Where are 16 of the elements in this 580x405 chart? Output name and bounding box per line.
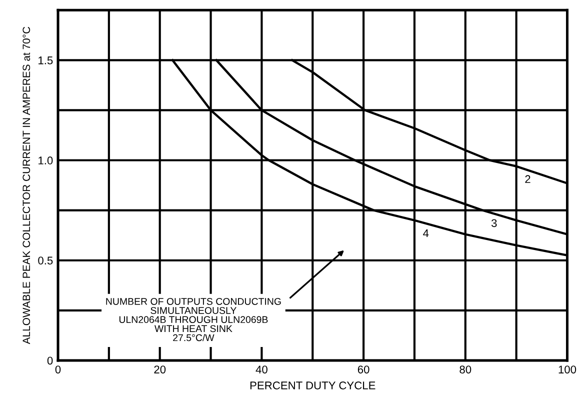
x-tick-label: 40 bbox=[256, 366, 268, 374]
y-tick-label: 0.5 bbox=[38, 256, 53, 264]
x-tick-label: 100 bbox=[558, 366, 576, 374]
series-label: 4 bbox=[423, 229, 429, 237]
series-label: 3 bbox=[491, 219, 497, 228]
x-tick-label: 0 bbox=[55, 366, 61, 374]
x-tick-label: 60 bbox=[358, 366, 370, 374]
x-tick-label: 80 bbox=[460, 366, 472, 374]
x-axis-title: PERCENT DUTY CYCLE bbox=[250, 382, 376, 390]
y-tick-label: 1.5 bbox=[38, 56, 53, 64]
y-tick-label: 0 bbox=[47, 356, 53, 365]
annotation: NUMBER OF OUTPUTS CONDUCTING SIMULTANEOUSLY ULN2064B THROUGH ULN2069B WITH HEAT SINK 27.5°C/W bbox=[106, 298, 281, 342]
y-axis-title: ALLOWABLE PEAK COLLECTOR CURRENT IN AMPERES at 70°C bbox=[22, 26, 30, 344]
x-tick-label: 20 bbox=[154, 366, 166, 374]
y-tick-label: 1.0 bbox=[38, 156, 53, 164]
series-label: 2 bbox=[525, 175, 530, 183]
